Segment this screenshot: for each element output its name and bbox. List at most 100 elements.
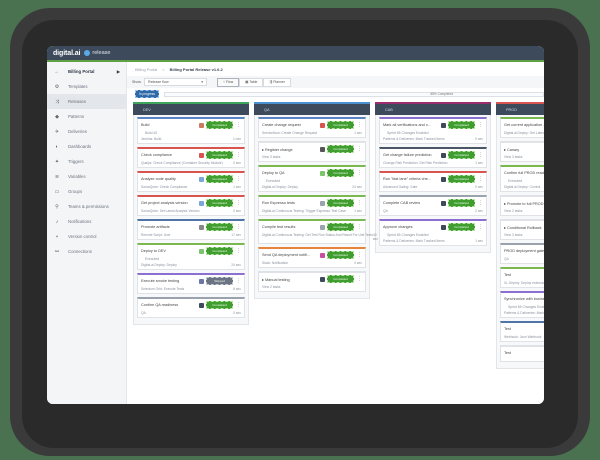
task-card[interactable]: Confirm full PROD readiness Executed Dig… xyxy=(500,165,544,192)
variables-icon: ≋ xyxy=(54,173,60,180)
more-options-icon[interactable]: ⋮ xyxy=(236,224,241,230)
sidebar-back-folder[interactable]: ← Billing Portal ▶ xyxy=(47,64,126,79)
breadcrumb-current: Billing Portal Release v1.0.2 xyxy=(169,66,223,72)
task-card[interactable]: Get project analysis version Completed ⋮ … xyxy=(137,195,245,216)
task-card[interactable]: Promote artifacts Completed ⋮ Remote Scri… xyxy=(137,219,245,240)
task-card[interactable]: ▸ Conditional Rollback View 3 tasks xyxy=(500,219,544,240)
more-options-icon[interactable]: ⋮ xyxy=(236,248,241,254)
view-switcher: ⑂ Flow ▦ Table ⇶ Planner xyxy=(217,77,291,87)
task-card[interactable]: Send QA deployment notifi... Completed ⋮ … xyxy=(258,247,366,268)
more-options-icon[interactable]: ⋮ xyxy=(357,252,362,258)
task-description: Patterns & Deliveries: Mark Tracked Item… xyxy=(383,137,445,141)
phase-header[interactable]: DEV xyxy=(133,102,249,115)
more-options-icon[interactable]: ⋮ xyxy=(478,176,483,182)
task-card[interactable]: Create change request Completed ⋮ Service… xyxy=(258,117,366,138)
sidebar-item-label: Releases xyxy=(68,99,86,104)
task-name: Get current application ... xyxy=(504,123,544,127)
more-options-icon[interactable]: ⋮ xyxy=(236,278,241,284)
task-duration: 1 sec xyxy=(233,185,241,189)
task-card[interactable]: Test xyxy=(500,345,544,362)
show-select[interactable]: Release flow ▾ xyxy=(144,78,207,86)
task-card[interactable]: Run "fast lane" criteria che... Complete… xyxy=(379,171,487,192)
task-card[interactable]: ▸ Promote to full PROD View 2 tasks xyxy=(500,195,544,216)
sidebar-item-label: Notifications xyxy=(68,219,92,224)
task-card[interactable]: Complete CAB review Completed ⋮ QA 2 sec xyxy=(379,195,487,216)
task-card[interactable]: Get change failure prediction Completed ⋮… xyxy=(379,147,487,168)
task-type-icon xyxy=(199,176,204,182)
task-name: Confirm QA readiness xyxy=(141,303,179,307)
sidebar-item-connections[interactable]: ⚯ Connections xyxy=(47,244,126,259)
task-description: Advanced Gating: Gate xyxy=(383,185,418,189)
breadcrumb-parent[interactable]: Billing Portal xyxy=(135,66,158,72)
phase-header[interactable]: QA xyxy=(254,102,370,115)
task-card[interactable]: Deploy to DEV Completed ⋮ Executed Digita… xyxy=(137,243,245,270)
task-card[interactable]: Test Webhook: Json Webhook xyxy=(500,321,544,342)
phase-header[interactable]: PROD xyxy=(496,102,544,115)
sidebar-item-notifications[interactable]: ♪ Notifications xyxy=(47,214,126,229)
task-description: Digital.ai Continuous Testing: Trigger E… xyxy=(262,209,346,213)
task-card[interactable]: Test XL Deploy: Deploy extension xyxy=(500,267,544,288)
more-options-icon[interactable]: ⋮ xyxy=(236,176,241,182)
task-card[interactable]: Mark all verifications and v... Complete… xyxy=(379,117,487,144)
caret-right-icon[interactable]: ▶ xyxy=(116,69,120,74)
sidebar-item-triggers[interactable]: ✦ Triggers xyxy=(47,154,126,169)
task-card[interactable]: Check compliance Completed ⋮ Qualys: Chec… xyxy=(137,147,245,168)
sidebar-item-label: Dashboards xyxy=(68,144,92,149)
task-type-icon xyxy=(441,224,446,230)
patterns-icon: ◆ xyxy=(55,113,59,120)
more-options-icon[interactable]: ⋮ xyxy=(236,302,241,308)
more-options-icon[interactable]: ⋮ xyxy=(236,122,241,128)
task-description: QA xyxy=(504,257,509,261)
brand-logo[interactable]: digital.ai xyxy=(53,49,81,57)
task-description: Qualys: Check Compliance (Container Secu… xyxy=(141,161,223,165)
task-card[interactable]: Approve changes Completed ⋮ Sprint 65 Cha… xyxy=(379,219,487,246)
more-options-icon[interactable]: ⋮ xyxy=(357,276,362,282)
task-card[interactable]: Synchronize with business Sprint 65 Chan… xyxy=(500,291,544,318)
more-options-icon[interactable]: ⋮ xyxy=(478,122,483,128)
task-card[interactable]: Execute smoke testing Skipped ⋮ Selenium … xyxy=(137,273,245,294)
more-options-icon[interactable]: ⋮ xyxy=(357,122,362,128)
show-select-value: Release flow xyxy=(148,80,169,84)
sidebar-item-version-control[interactable]: ⑂ Version control xyxy=(47,229,126,244)
sidebar-item-teams-permissions[interactable]: ⚲ Teams & permissions xyxy=(47,199,126,214)
task-card[interactable]: ▸ Register change Completed ⋮ View 3 task… xyxy=(258,141,366,162)
sidebar-item-templates[interactable]: ⚙ Templates xyxy=(47,79,126,94)
phase-header[interactable]: CAB xyxy=(375,102,491,115)
more-options-icon[interactable]: ⋮ xyxy=(478,224,483,230)
more-options-icon[interactable]: ⋮ xyxy=(478,152,483,158)
more-options-icon[interactable]: ⋮ xyxy=(236,152,241,158)
more-options-icon[interactable]: ⋮ xyxy=(478,200,483,206)
more-options-icon[interactable]: ⋮ xyxy=(357,146,362,152)
task-description: Remote Script: Unix xyxy=(141,233,171,237)
task-name: Deploy to DEV xyxy=(141,249,166,253)
view-planner-button[interactable]: ⇶ Planner xyxy=(263,77,291,87)
sidebar-item-groups[interactable]: ▭ Groups xyxy=(47,184,126,199)
task-card[interactable]: Confirm QA readiness Completed ⋮ QA 0 sec xyxy=(137,297,245,318)
task-card[interactable]: Build Completed ⋮ Build #2 Jenkins: Build… xyxy=(137,117,245,144)
view-table-button[interactable]: ▦ Table xyxy=(239,77,264,87)
view-flow-button[interactable]: ⑂ Flow xyxy=(217,77,240,87)
sidebar-item-deliveries[interactable]: ✈ Deliveries xyxy=(47,124,126,139)
sidebar-item-patterns[interactable]: ◆ Patterns xyxy=(47,109,126,124)
sidebar-item-variables[interactable]: ≋ Variables xyxy=(47,169,126,184)
task-subtitle: Executed xyxy=(266,179,281,183)
deliveries-icon: ✈ xyxy=(54,128,60,135)
sidebar-item-label: Version control xyxy=(68,234,97,239)
more-options-icon[interactable]: ⋮ xyxy=(357,170,362,176)
task-card[interactable]: Get current application ... Digital.ai D… xyxy=(500,117,544,138)
more-options-icon[interactable]: ⋮ xyxy=(357,200,362,206)
task-card[interactable]: ▸ Canary View 3 tasks xyxy=(500,141,544,162)
sidebar-item-releases[interactable]: ⤨ Releases xyxy=(47,94,126,109)
more-options-icon[interactable]: ⋮ xyxy=(357,224,362,230)
task-card[interactable]: PROD deployment gate QA xyxy=(500,243,544,264)
task-status-badge: Completed xyxy=(327,121,354,129)
task-card[interactable]: Analyze code quality Completed ⋮ SonarQub… xyxy=(137,171,245,192)
task-card[interactable]: Deploy to QA Completed ⋮ Executed Digital… xyxy=(258,165,366,192)
task-duration: 2 sec xyxy=(475,209,483,213)
task-card[interactable]: Compile test results Completed ⋮ Digital.… xyxy=(258,219,378,244)
more-options-icon[interactable]: ⋮ xyxy=(236,200,241,206)
sidebar-item-dashboards[interactable]: ◐ Dashboards xyxy=(47,139,126,154)
task-card[interactable]: ▸ Manual testing Completed ⋮ View 2 tasks xyxy=(258,271,366,292)
task-status-badge: Completed xyxy=(327,145,354,153)
task-card[interactable]: Run Espresso tests Completed ⋮ Digital.ai… xyxy=(258,195,366,216)
